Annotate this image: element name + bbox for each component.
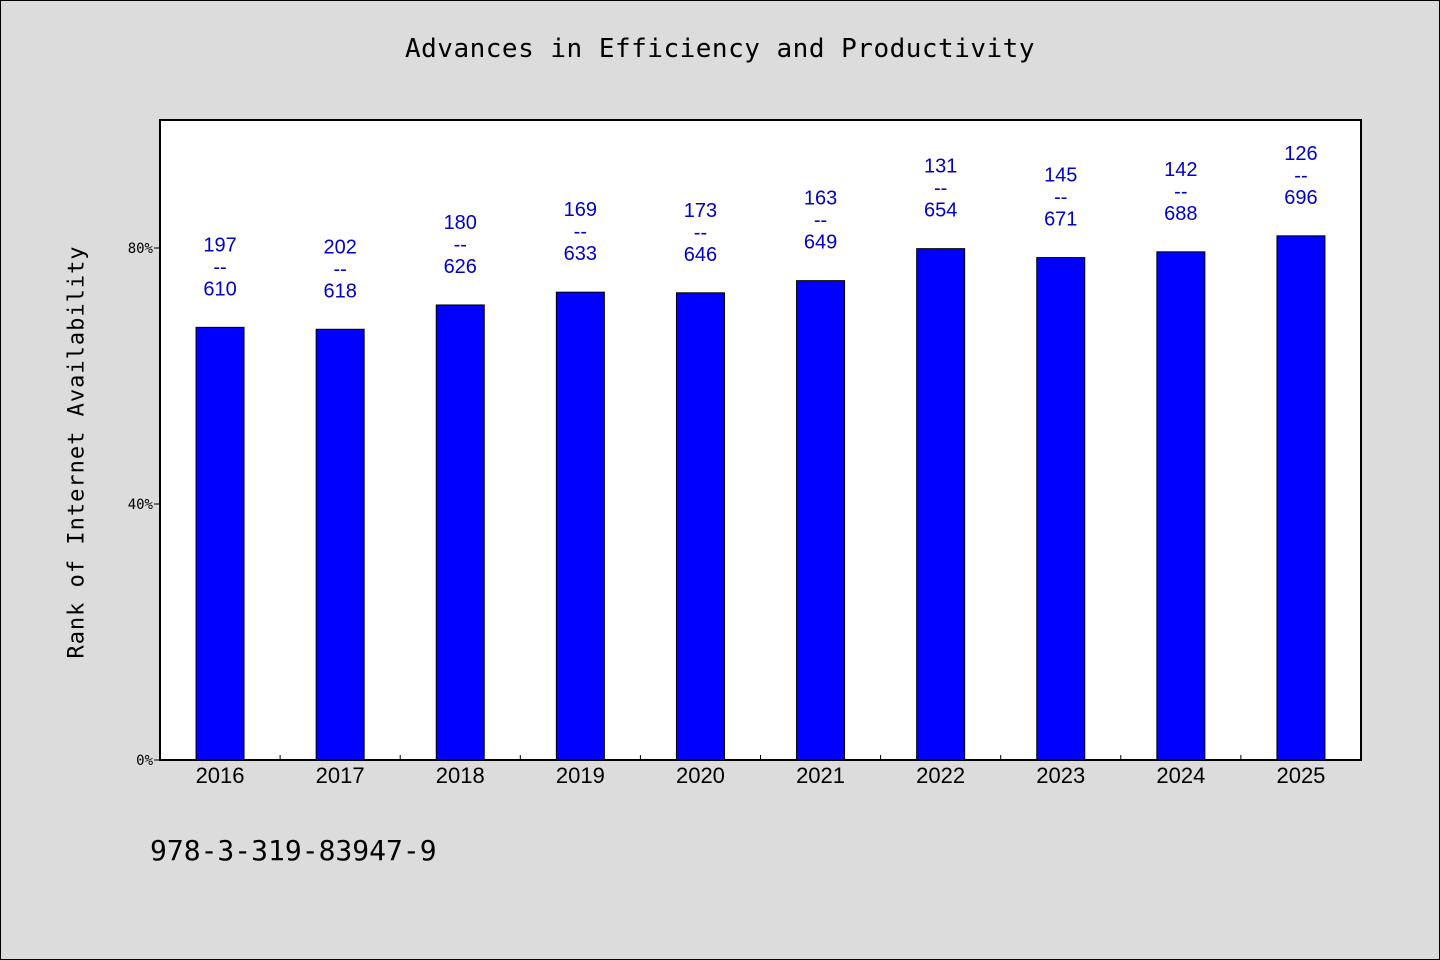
data-label-bottom: 633 (564, 243, 597, 265)
data-label-bottom: 649 (804, 232, 837, 254)
y-tick-label: 80% (128, 241, 154, 257)
bar (435, 304, 485, 761)
bar (916, 248, 966, 761)
x-tick-label: 2018 (436, 763, 485, 788)
bar (675, 292, 725, 761)
data-label-top: 163 (804, 188, 837, 210)
ticks-layer (154, 247, 1242, 761)
bar (1156, 251, 1206, 761)
data-label-separator: -- (1174, 181, 1187, 203)
data-label-top: 131 (924, 156, 957, 178)
data-label-separator: -- (1054, 187, 1067, 209)
data-label-separator: -- (213, 256, 226, 278)
y-tick-label: 40% (128, 497, 154, 513)
data-label-separator: -- (694, 222, 707, 244)
bar (796, 280, 846, 761)
x-tick-label: 2023 (1036, 763, 1085, 788)
data-label-separator: -- (454, 234, 467, 256)
bars-layer (195, 235, 1326, 761)
data-label-separator: -- (333, 258, 346, 280)
data-label-separator: -- (574, 221, 587, 243)
data-label-top: 126 (1284, 143, 1317, 165)
data-label-top: 202 (323, 236, 356, 258)
data-label-bottom: 646 (684, 244, 717, 266)
x-tick-label: 2016 (196, 763, 245, 788)
x-tick-label: 2021 (796, 763, 845, 788)
data-label-separator: -- (814, 210, 827, 232)
data-label-bottom: 688 (1164, 203, 1197, 225)
data-label-top: 197 (203, 234, 236, 256)
x-tick-label: 2025 (1276, 763, 1325, 788)
labels-layer: 0%40%80%2016197--6102017202--6182018180-… (128, 143, 1326, 788)
data-label-top: 145 (1044, 165, 1077, 187)
bar (195, 326, 245, 761)
data-label-bottom: 654 (924, 200, 957, 222)
data-label-bottom: 671 (1044, 209, 1077, 231)
isbn-note: 978-3-319-83947-9 (150, 834, 437, 867)
x-tick-label: 2017 (316, 763, 365, 788)
data-label-bottom: 626 (444, 256, 477, 278)
data-label-bottom: 696 (1284, 187, 1317, 209)
bar (315, 328, 365, 761)
x-tick-label: 2020 (676, 763, 725, 788)
data-label-top: 142 (1164, 159, 1197, 181)
data-label-top: 169 (564, 199, 597, 221)
data-label-separator: -- (1294, 165, 1307, 187)
data-label-bottom: 610 (203, 278, 236, 300)
y-tick-label: 0% (136, 753, 153, 769)
x-tick-label: 2024 (1156, 763, 1205, 788)
chart-title: Advances in Efficiency and Productivity (405, 34, 1035, 64)
bar (555, 291, 605, 761)
data-label-top: 173 (684, 200, 717, 222)
data-label-top: 180 (444, 212, 477, 234)
x-tick-label: 2022 (916, 763, 965, 788)
bar (1036, 257, 1086, 761)
x-tick-label: 2019 (556, 763, 605, 788)
bar (1276, 235, 1326, 761)
data-label-bottom: 618 (323, 280, 356, 302)
data-label-separator: -- (934, 178, 947, 200)
